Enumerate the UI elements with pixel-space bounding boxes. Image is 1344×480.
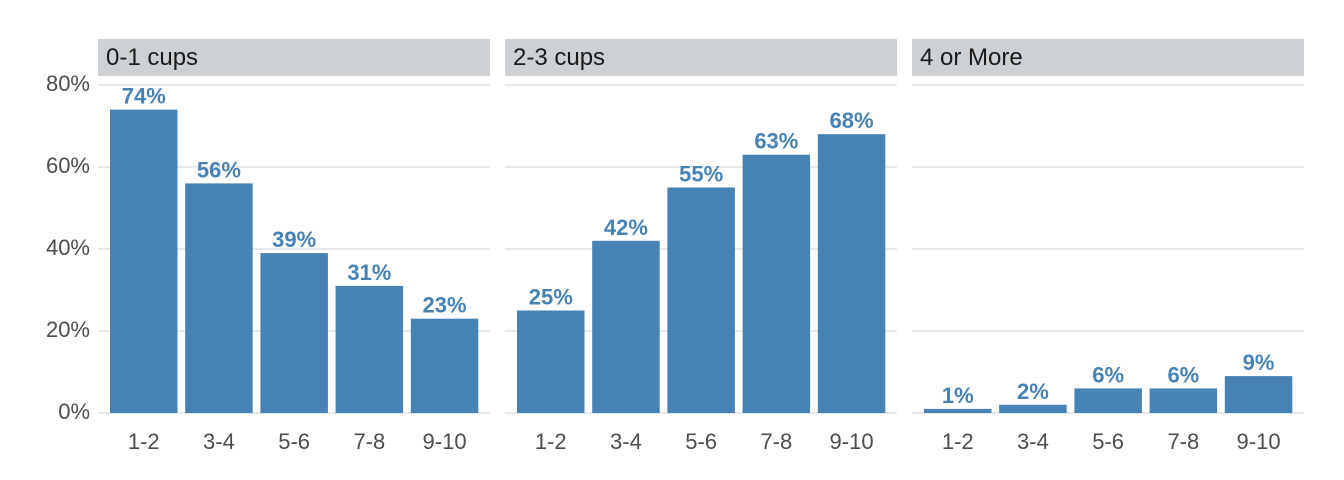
x-tick-label: 9-10 (830, 429, 874, 454)
data-label: 42% (604, 215, 648, 240)
x-tick-label: 5-6 (278, 429, 310, 454)
data-label: 6% (1092, 362, 1124, 387)
bar (742, 154, 811, 413)
x-tick-label: 7-8 (760, 429, 792, 454)
x-tick-label: 1-2 (128, 429, 160, 454)
x-tick-label: 5-6 (685, 429, 717, 454)
bar (1074, 388, 1142, 413)
y-tick-label: 0% (58, 399, 90, 424)
y-tick-label: 60% (46, 153, 90, 178)
x-tick-label: 3-4 (1017, 429, 1049, 454)
y-tick-label: 80% (46, 71, 90, 96)
bar (517, 310, 585, 413)
x-tick-label: 9-10 (1237, 429, 1281, 454)
data-label: 2% (1017, 379, 1049, 404)
facet-title: 2-3 cups (513, 44, 605, 71)
data-label: 1% (942, 383, 974, 408)
data-label: 9% (1243, 350, 1275, 375)
bar (999, 404, 1067, 413)
x-tick-label: 7-8 (353, 429, 385, 454)
bar (667, 187, 735, 413)
bar (185, 183, 253, 413)
bar (924, 408, 992, 413)
data-label: 74% (122, 84, 166, 109)
data-label: 63% (754, 129, 798, 154)
facet-strip (505, 39, 897, 76)
data-label: 25% (529, 285, 573, 310)
bar (592, 240, 660, 413)
x-tick-label: 1-2 (535, 429, 567, 454)
data-label: 55% (679, 162, 723, 187)
data-label: 39% (272, 227, 316, 252)
facet-title: 4 or More (920, 44, 1023, 71)
data-label: 56% (197, 157, 241, 182)
x-tick-label: 3-4 (610, 429, 642, 454)
bar (1224, 376, 1293, 413)
bar (1149, 388, 1218, 413)
x-tick-label: 3-4 (203, 429, 235, 454)
x-tick-label: 7-8 (1167, 429, 1199, 454)
x-tick-label: 1-2 (942, 429, 974, 454)
facet-title: 0-1 cups (106, 44, 198, 71)
data-label: 6% (1167, 362, 1199, 387)
y-tick-label: 20% (46, 317, 90, 342)
x-tick-label: 9-10 (423, 429, 467, 454)
data-label: 68% (830, 108, 874, 133)
bar (817, 134, 886, 413)
y-tick-label: 40% (46, 235, 90, 260)
data-label: 23% (423, 293, 467, 318)
bar (335, 285, 404, 413)
bar (260, 253, 328, 413)
x-tick-label: 5-6 (1092, 429, 1124, 454)
facet-strip (912, 39, 1304, 76)
facet-strip (98, 39, 490, 76)
bar (410, 318, 479, 413)
bar (110, 109, 178, 413)
data-label: 31% (347, 260, 391, 285)
